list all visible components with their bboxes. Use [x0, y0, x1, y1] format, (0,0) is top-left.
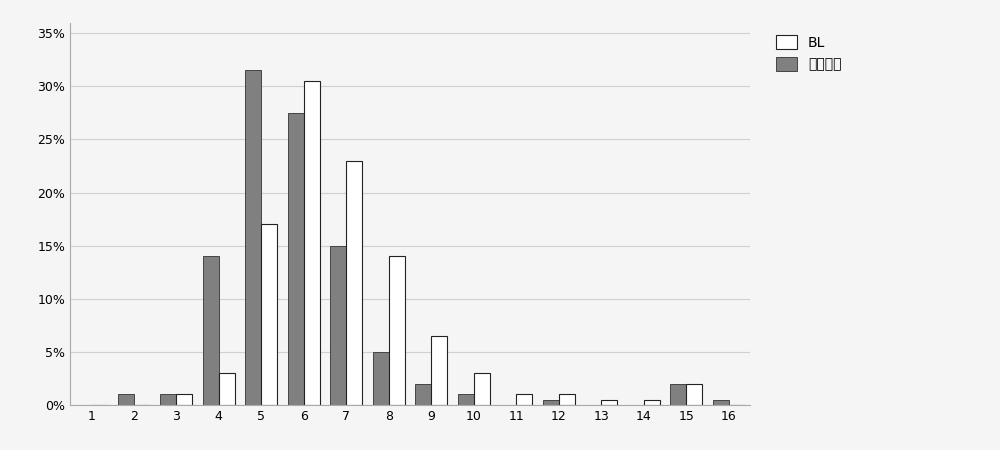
- Bar: [245, 70, 261, 405]
- Bar: [516, 394, 532, 405]
- Bar: [559, 394, 575, 405]
- Bar: [686, 384, 702, 405]
- Bar: [261, 225, 277, 405]
- Bar: [601, 400, 617, 405]
- Bar: [288, 113, 304, 405]
- Bar: [415, 384, 431, 405]
- Bar: [474, 373, 490, 405]
- Bar: [330, 246, 346, 405]
- Bar: [713, 400, 729, 405]
- Bar: [644, 400, 660, 405]
- Bar: [458, 394, 474, 405]
- Bar: [389, 256, 405, 405]
- Legend: BL, 低压扩散: BL, 低压扩散: [771, 29, 847, 77]
- Bar: [670, 384, 686, 405]
- Bar: [176, 394, 192, 405]
- Bar: [118, 394, 134, 405]
- Bar: [431, 336, 447, 405]
- Bar: [373, 352, 389, 405]
- Bar: [304, 81, 320, 405]
- Bar: [346, 161, 362, 405]
- Bar: [219, 373, 235, 405]
- Bar: [543, 400, 559, 405]
- Bar: [203, 256, 219, 405]
- Bar: [160, 394, 176, 405]
